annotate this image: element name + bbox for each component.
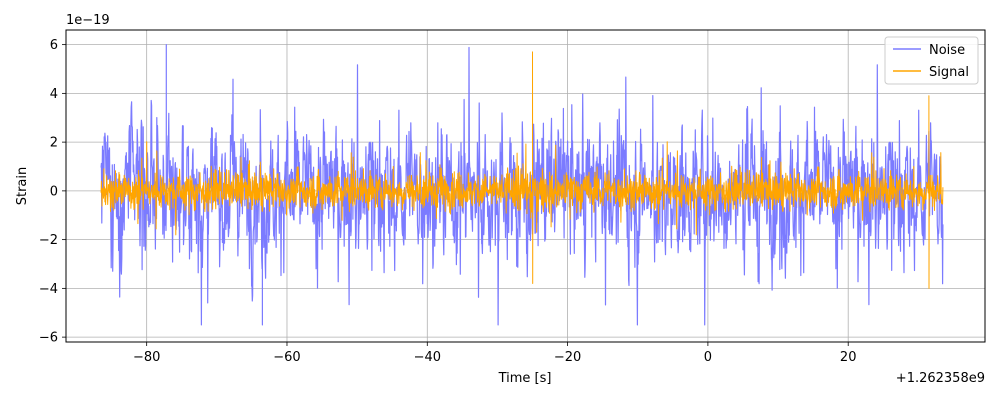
y-scale-text: 1e−19 (66, 13, 110, 28)
x-axis-label: Time [s] (498, 371, 552, 386)
x-tick-label: −40 (414, 350, 441, 365)
plot-frame (65, 29, 986, 343)
y-tick-label: −4 (39, 282, 58, 297)
y-tick-label: −2 (39, 233, 58, 248)
legend-label-noise: Noise (929, 43, 965, 58)
x-tick-label: 0 (704, 350, 712, 365)
x-tick-label: −60 (273, 350, 300, 365)
legend-label-signal: Signal (929, 65, 969, 80)
y-axis-label: Strain (15, 167, 30, 206)
y-tick-label: 4 (50, 87, 58, 102)
x-offset-text: +1.262358e9 (896, 371, 985, 386)
legend: Noise Signal (884, 36, 979, 85)
series-line-signal (100, 51, 944, 289)
x-tick-label: 20 (840, 350, 857, 365)
y-tick-label: 2 (50, 136, 58, 151)
y-tick-label: −6 (39, 331, 58, 346)
x-tick-label: −20 (554, 350, 581, 365)
y-tick-label: 0 (50, 184, 58, 199)
y-tick-label: 6 (50, 38, 58, 53)
series-layer (100, 44, 944, 326)
x-tick-label: −80 (133, 350, 160, 365)
